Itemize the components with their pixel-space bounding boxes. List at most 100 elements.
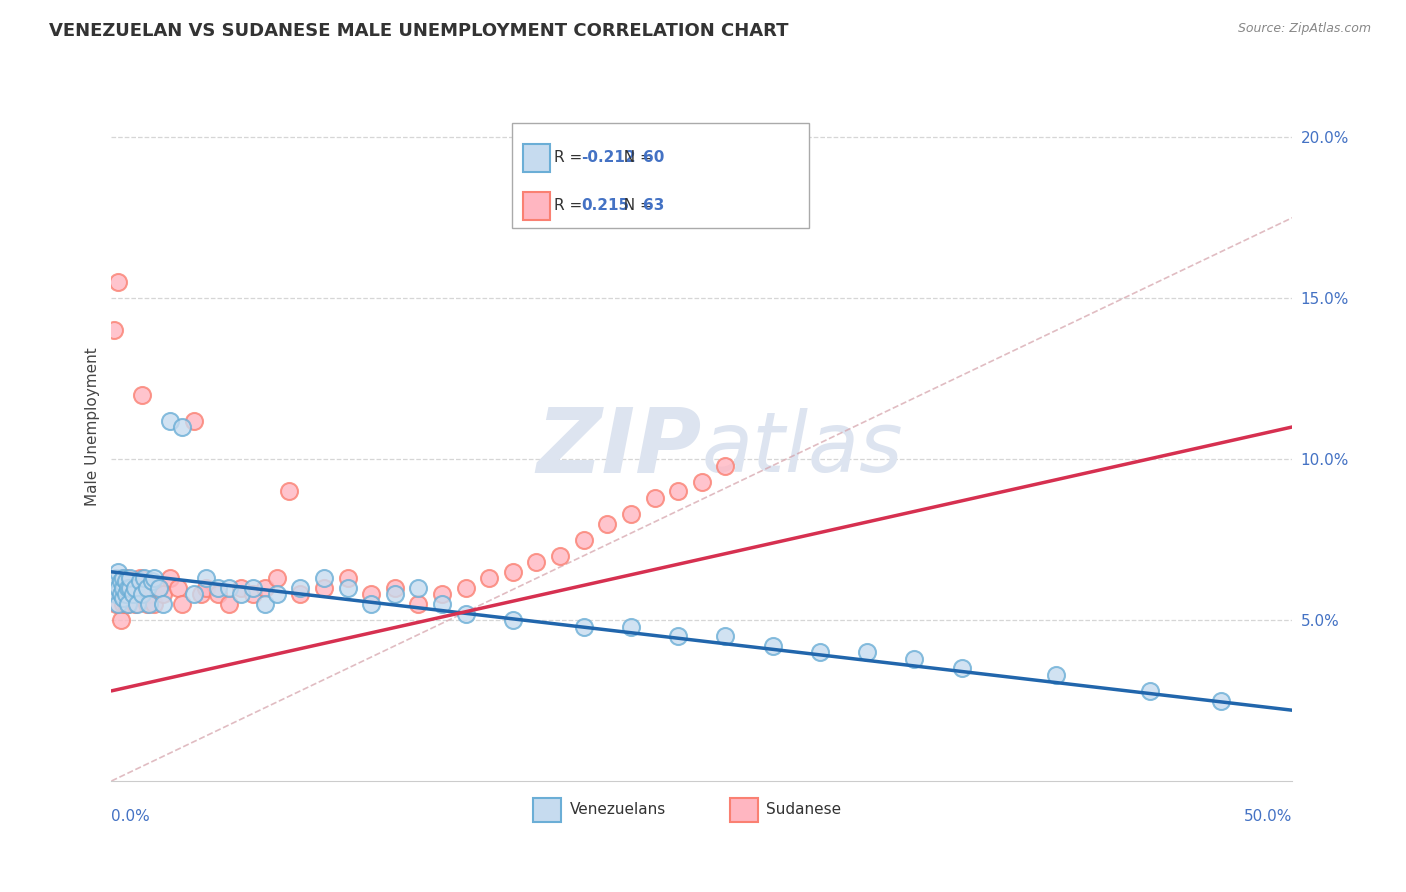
Point — [135, 597, 157, 611]
Point — [231, 581, 253, 595]
Point — [141, 574, 163, 589]
Point — [194, 571, 217, 585]
Point — [138, 587, 160, 601]
Point — [690, 475, 713, 489]
Point — [253, 581, 276, 595]
Point — [117, 597, 139, 611]
Point — [127, 597, 149, 611]
Point — [572, 619, 595, 633]
Point — [159, 571, 181, 585]
Point — [1211, 693, 1233, 707]
Y-axis label: Male Unemployment: Male Unemployment — [86, 348, 100, 507]
Point — [107, 565, 129, 579]
Point — [121, 587, 143, 601]
Point — [183, 413, 205, 427]
Point — [502, 613, 524, 627]
Point — [117, 597, 139, 611]
Point — [120, 571, 142, 585]
Point — [194, 581, 217, 595]
Point — [117, 581, 139, 595]
Point — [454, 607, 477, 621]
Point — [1139, 684, 1161, 698]
Point — [120, 574, 142, 589]
Point — [762, 639, 785, 653]
Point — [253, 597, 276, 611]
Point — [190, 587, 212, 601]
Point — [134, 571, 156, 585]
Point — [124, 581, 146, 595]
Point — [152, 597, 174, 611]
Point — [127, 587, 149, 601]
Point — [131, 587, 153, 601]
Point — [408, 581, 430, 595]
Point — [135, 581, 157, 595]
Point — [666, 484, 689, 499]
Point — [360, 587, 382, 601]
Text: -0.212: -0.212 — [581, 150, 636, 165]
Text: 63: 63 — [643, 198, 665, 213]
Point — [207, 581, 229, 595]
Text: 0.215: 0.215 — [581, 198, 630, 213]
Point — [1045, 668, 1067, 682]
Point — [454, 581, 477, 595]
Point — [152, 587, 174, 601]
Point — [148, 581, 170, 595]
Point — [107, 581, 129, 595]
Point — [110, 587, 132, 601]
Text: Sudanese: Sudanese — [766, 803, 841, 817]
Point — [134, 581, 156, 595]
Point — [121, 581, 143, 595]
Point — [142, 571, 165, 585]
Point — [596, 516, 619, 531]
Point — [166, 581, 188, 595]
Point — [666, 629, 689, 643]
Text: R =: R = — [554, 198, 592, 213]
Point — [105, 587, 128, 601]
Text: atlas: atlas — [702, 408, 904, 489]
Point — [384, 581, 406, 595]
Point — [110, 587, 132, 601]
Point — [128, 574, 150, 589]
Point — [572, 533, 595, 547]
Point — [950, 661, 973, 675]
Point — [312, 581, 335, 595]
Point — [112, 571, 135, 585]
Point — [112, 571, 135, 585]
Point — [620, 507, 643, 521]
Point — [312, 571, 335, 585]
Point — [548, 549, 571, 563]
Point — [266, 587, 288, 601]
Point — [120, 587, 142, 601]
Point — [408, 597, 430, 611]
Point — [103, 581, 125, 595]
Point — [114, 571, 136, 585]
Point — [714, 458, 737, 473]
Point — [360, 597, 382, 611]
Text: ZIP: ZIP — [537, 404, 702, 492]
Point — [105, 597, 128, 611]
Point — [114, 581, 136, 595]
Point — [120, 581, 142, 595]
Text: N =: N = — [614, 150, 658, 165]
Point — [117, 581, 139, 595]
Point — [266, 571, 288, 585]
Point — [336, 581, 359, 595]
Point — [110, 613, 132, 627]
Point — [112, 581, 135, 595]
Point — [112, 587, 135, 601]
Text: VENEZUELAN VS SUDANESE MALE UNEMPLOYMENT CORRELATION CHART: VENEZUELAN VS SUDANESE MALE UNEMPLOYMENT… — [49, 22, 789, 40]
Point — [114, 587, 136, 601]
Point — [148, 581, 170, 595]
Point — [105, 571, 128, 585]
Point — [430, 597, 453, 611]
Point — [502, 565, 524, 579]
Text: 60: 60 — [643, 150, 665, 165]
Point — [231, 587, 253, 601]
Point — [124, 581, 146, 595]
Text: N =: N = — [614, 198, 658, 213]
Point — [142, 597, 165, 611]
Point — [159, 413, 181, 427]
Point — [172, 597, 194, 611]
Point — [103, 581, 125, 595]
Point — [107, 275, 129, 289]
